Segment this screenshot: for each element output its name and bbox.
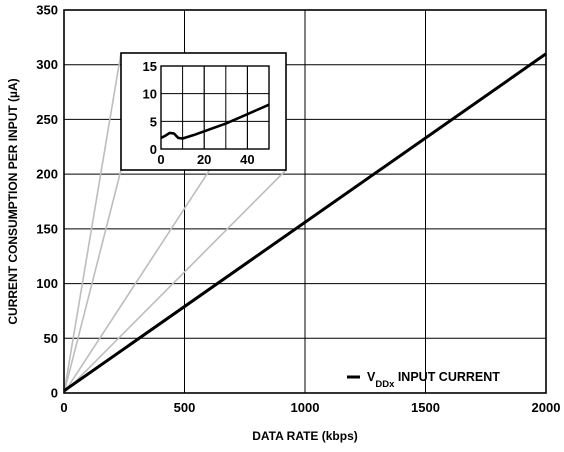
inset-series bbox=[160, 103, 270, 140]
zoom-guide-line bbox=[63, 52, 122, 394]
y-axis-label: CURRENT CONSUMPTION PER INPUT (µA) bbox=[6, 78, 20, 324]
inset-background bbox=[120, 52, 287, 171]
legend-prefix: V bbox=[367, 370, 376, 384]
x-tick-label: 0 bbox=[60, 400, 67, 415]
legend: VDDx INPUT CURRENT bbox=[347, 370, 500, 390]
zoom-guide-line bbox=[63, 169, 287, 394]
x-tick-label: 1500 bbox=[411, 400, 440, 415]
y-tick-label: 200 bbox=[36, 167, 58, 182]
inset-y-tick-label: 0 bbox=[150, 142, 157, 157]
x-axis-label: DATA RATE (kbps) bbox=[252, 429, 358, 443]
main-series bbox=[63, 52, 547, 393]
y-tick-label: 150 bbox=[36, 221, 58, 236]
y-tick-label: 0 bbox=[51, 386, 58, 401]
y-tick-label: 50 bbox=[44, 331, 58, 346]
legend-label: VDDx INPUT CURRENT bbox=[367, 370, 500, 390]
x-tick-label: 500 bbox=[174, 400, 196, 415]
plot-frame bbox=[63, 9, 547, 394]
inset-x-tick-label: 0 bbox=[157, 152, 164, 167]
x-tick-label: 1000 bbox=[291, 400, 320, 415]
inset-series-line-vddx-input-current bbox=[160, 103, 270, 140]
y-tick-label: 100 bbox=[36, 276, 58, 291]
inset-chart: 0 20 40 0 5 10 15 bbox=[120, 52, 287, 171]
y-tick-label: 350 bbox=[36, 3, 58, 18]
inset-x-tick-label: 40 bbox=[240, 152, 254, 167]
series-line-vddx-input-current bbox=[63, 52, 547, 393]
x-tick-label: 2000 bbox=[532, 400, 561, 415]
inset-y-tick-label: 10 bbox=[143, 87, 157, 102]
y-tick-label: 250 bbox=[36, 112, 58, 127]
inset-y-tick-label: 15 bbox=[143, 59, 157, 74]
y-tick-label: 300 bbox=[36, 57, 58, 72]
inset-plot-frame bbox=[160, 65, 270, 150]
legend-subscript: DDx bbox=[375, 379, 395, 390]
inset-y-tick-label: 5 bbox=[150, 114, 157, 129]
inset-x-tick-label: 20 bbox=[197, 152, 211, 167]
inset-tick-labels: 0 20 40 0 5 10 15 bbox=[143, 59, 255, 167]
legend-suffix: INPUT CURRENT bbox=[394, 370, 500, 384]
zoom-guide-line bbox=[63, 169, 122, 394]
